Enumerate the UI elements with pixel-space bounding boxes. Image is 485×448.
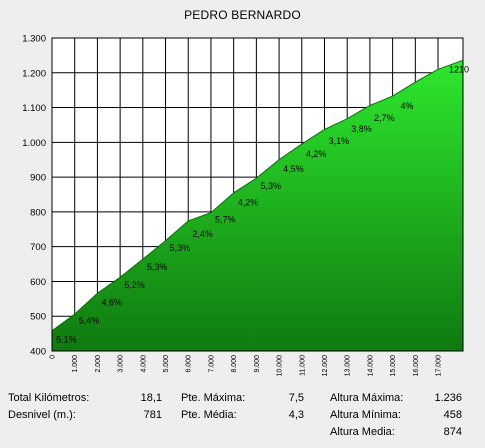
x-tick-label: 11.000 xyxy=(299,355,306,376)
profile-area-group xyxy=(51,59,464,352)
segment-gradient-label: 4% xyxy=(400,101,413,111)
segment-gradient-label: 5,3% xyxy=(170,243,191,253)
y-tick-label: 400 xyxy=(30,347,46,358)
alt-min-value: 458 xyxy=(443,409,462,421)
segment-gradient-label: 2,7% xyxy=(374,113,395,123)
total-km-value: 18,1 xyxy=(140,392,162,404)
x-tick-label: 12.000 xyxy=(322,355,329,377)
x-tick-label: 3.000 xyxy=(118,355,125,373)
x-tick-label: 7.000 xyxy=(208,355,215,373)
profile-area xyxy=(51,59,464,352)
y-tick-label: 600 xyxy=(30,277,46,288)
plot-frame xyxy=(51,37,464,352)
x-tick-label: 14.000 xyxy=(367,355,374,377)
total-km-label: Total Kilómetros: xyxy=(8,392,90,404)
segment-gradient-label: 4,5% xyxy=(283,164,304,174)
y-tick-label: 1.000 xyxy=(22,138,46,149)
segment-gradient-label: 4,6% xyxy=(102,297,123,307)
x-tick-label: 16.000 xyxy=(413,355,420,377)
y-axis-ticks: 400 500 600 700 800 900 1.000 1.100 1.200 1.300 xyxy=(22,34,46,358)
segment-gradient-label: 2,4% xyxy=(192,229,213,239)
segment-gradient-label: 5,2% xyxy=(124,280,145,290)
segment-gradient-label: 4,2% xyxy=(238,197,259,207)
x-tick-label: 4.000 xyxy=(140,355,147,373)
desnivel-value: 781 xyxy=(143,409,162,421)
y-tick-label: 500 xyxy=(30,312,46,323)
pte-media-value: 4,3 xyxy=(288,409,304,421)
pte-media-label: Pte. Média: xyxy=(181,409,237,421)
x-tick-label: 9.000 xyxy=(254,355,261,373)
segment-gradient-label: 4,2% xyxy=(306,149,327,159)
x-tick-label: 5.000 xyxy=(163,355,170,373)
gradient-labels: 5,1%5,4%4,6%5,2%5,3%5,3%2,4%5,7%4,2%5,3%… xyxy=(56,64,469,344)
x-tick-label: 10.000 xyxy=(277,355,284,377)
segment-gradient-label: 3,1% xyxy=(329,136,350,146)
y-tick-label: 1.300 xyxy=(22,34,46,45)
alt-max-label: Altura Máxima: xyxy=(330,392,404,404)
pte-max-label: Pte. Máxima: xyxy=(181,392,246,404)
x-axis-ticks: 0 1.000 2.000 3.000 4.000 5.000 6.000 7.000 8.00… xyxy=(50,355,443,377)
alt-media-value: 874 xyxy=(443,426,462,438)
elevation-profile-chart: 400 500 600 700 800 900 1.000 1.100 1.200 1.300 0… xyxy=(22,34,469,377)
alt-media-label: Altura Media: xyxy=(330,426,395,438)
segment-gradient-label: 5,3% xyxy=(147,262,168,272)
y-tick-label: 700 xyxy=(30,242,46,253)
segment-gradient-label: 5,3% xyxy=(260,181,281,191)
y-tick-label: 1.200 xyxy=(22,68,46,79)
y-tick-label: 1.100 xyxy=(22,103,46,114)
plot-border xyxy=(51,37,464,352)
x-tick-label: 1.000 xyxy=(72,355,79,373)
y-tick-label: 800 xyxy=(30,207,46,218)
segment-gradient-label: 5,1% xyxy=(56,334,77,344)
y-tick-label: 900 xyxy=(30,173,46,184)
x-tick-label: 13.000 xyxy=(345,355,352,377)
alt-min-label: Altura Mínima: xyxy=(330,409,401,421)
x-tick-label: 17.000 xyxy=(436,355,443,377)
segment-gradient-label: 5,7% xyxy=(215,215,236,225)
segment-gradient-label: 5,4% xyxy=(79,316,100,326)
segment-gradient-label: 3,8% xyxy=(351,124,372,134)
x-tick-label: 2.000 xyxy=(95,355,102,373)
alt-max-value: 1.236 xyxy=(434,392,462,404)
desnivel-label: Desnivel (m.): xyxy=(8,409,76,421)
pte-max-value: 7,5 xyxy=(288,392,304,404)
x-tick-label: 15.000 xyxy=(390,355,397,377)
chart-title: PEDRO BERNARDO xyxy=(184,8,301,22)
end-altitude-label: 1210 xyxy=(449,64,469,74)
x-tick-label: 8.000 xyxy=(231,355,238,373)
x-tick-label: 0 xyxy=(50,355,57,359)
x-tick-label: 6.000 xyxy=(186,355,193,373)
